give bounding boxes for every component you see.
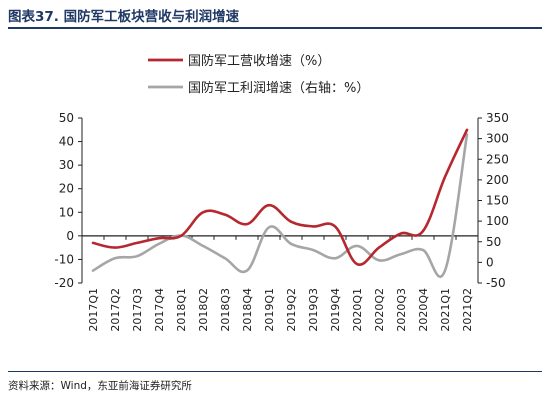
y-left-tick-label: 10: [59, 205, 74, 219]
x-tick-label: 2019Q4: [329, 288, 342, 332]
y-left-tick-label: 50: [59, 111, 74, 125]
x-tick-label: 2019Q2: [285, 288, 298, 332]
legend-item-profit-label: 国防军工利润增速（右轴：%）: [188, 80, 369, 96]
x-tick-label: 2017Q1: [87, 288, 100, 332]
series-line-profit: [91, 133, 469, 279]
x-tick-label: 2020Q2: [373, 288, 386, 332]
figure-source: 资料来源：Wind，东亚前海证券研究所: [8, 380, 192, 392]
x-tick-label: 2018Q3: [219, 288, 232, 332]
y-right-tick-label: 250: [486, 152, 509, 166]
y-right-tick-label: 50: [486, 235, 501, 249]
y-right-tick-label: 0: [486, 255, 494, 269]
x-tick-label: 2020Q3: [395, 288, 408, 332]
x-tick-label: 2018Q2: [197, 288, 210, 332]
y-left-tick-label: 40: [59, 135, 74, 149]
axes: -20 -10 0 10 20 30 40 50 -50 0 50 100 150 200 250 300 35…: [54, 111, 509, 332]
series-layer: [91, 128, 469, 279]
y-left-tick-label: -20: [54, 276, 74, 290]
y-right-tick-label: 300: [486, 132, 509, 146]
legend-item-revenue-label: 国防军工营收增速（%）: [188, 53, 330, 69]
y-right-tick-label: -50: [486, 276, 506, 290]
y-right-tick-label: 150: [486, 194, 509, 208]
x-tick-label: 2020Q4: [417, 288, 430, 332]
x-tick-label: 2021Q2: [461, 288, 474, 332]
legend: 国防军工营收增速（%） 国防军工利润增速（右轴：%）: [148, 53, 369, 96]
x-tick-label: 2018Q4: [241, 288, 254, 332]
x-tick-label: 2019Q3: [307, 288, 320, 332]
title-rule: [8, 27, 542, 29]
x-tick-label: 2018Q1: [175, 288, 188, 332]
x-tick-label: 2020Q1: [351, 288, 364, 332]
series-line-revenue: [91, 128, 469, 267]
y-right-tick-label: 350: [486, 111, 509, 125]
x-tick-label: 2017Q3: [131, 288, 144, 332]
x-tick-label: 2017Q4: [153, 288, 166, 332]
y-left-tick-label: 30: [59, 158, 74, 172]
source-rule: [8, 371, 542, 372]
x-tick-label: 2021Q1: [439, 288, 452, 332]
y-right-tick-label: 200: [486, 173, 509, 187]
y-right-tick-label: 100: [486, 214, 509, 228]
y-left-tick-label: -10: [54, 252, 74, 266]
x-tick-label: 2019Q1: [263, 288, 276, 332]
y-left-tick-label: 0: [66, 229, 74, 243]
figure-title: 图表37. 国防军工板块营收与利润增速: [8, 9, 240, 25]
y-left-tick-label: 20: [59, 182, 74, 196]
x-tick-label: 2017Q2: [109, 288, 122, 332]
